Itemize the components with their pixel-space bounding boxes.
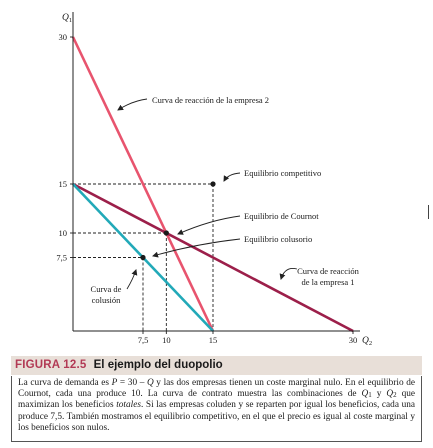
- caption-var-q1: Q: [361, 389, 369, 400]
- equilibrium-point-2: [140, 254, 146, 261]
- arrow-collusive-equilibrium: [152, 238, 241, 258]
- caption-text-4: y: [371, 389, 387, 400]
- x-tick-label: 15: [209, 335, 218, 345]
- equilibrium-point-0: [210, 181, 216, 187]
- figure-caption-header: FIGURA 12.5 El ejemplo del duopolio: [11, 356, 422, 375]
- x-axis-label-sub: 2: [369, 340, 372, 347]
- y-tick-label: 7,5: [56, 253, 67, 263]
- duopoly-chart: Q1 Q2 7,5 10 15 30 7,5 10 15 30 Curva de reacció…: [56, 12, 372, 347]
- arrow-reaction-firm2: [117, 98, 148, 111]
- y-tick-label: 30: [59, 32, 68, 42]
- arrow-collusion: [126, 269, 138, 290]
- x-tick-label: 10: [162, 335, 171, 345]
- reaction-curve-firm2: [71, 36, 215, 332]
- figure-number: FIGURA 12.5: [15, 359, 87, 371]
- caption-var-q: Q: [146, 378, 154, 388]
- annotation-cournot-equilibrium: Equilibrio de Cournot: [244, 211, 319, 221]
- x-tick-label: 30: [349, 335, 358, 345]
- annotation-reaction-firm1-line2: de la empresa 1: [301, 277, 354, 287]
- reaction-curve-firm1: [72, 182, 354, 333]
- x-tick-label: 7,5: [138, 335, 149, 345]
- caption-text-2: = 30 –: [117, 378, 147, 388]
- annotation-collusive-equilibrium: Equilibrio colusorio: [244, 234, 312, 244]
- arrow-competitive-equilibrium: [223, 172, 241, 182]
- caption-emphasis-totales: totales: [116, 400, 141, 411]
- arrow-reaction-firm1: [279, 268, 298, 280]
- annotation-reaction-firm1-line1: Curva de reacción: [297, 266, 360, 276]
- y-axis-label: Q1: [62, 13, 72, 24]
- caption-sub-1: 1: [368, 391, 372, 400]
- arrow-cournot-equilibrium: [177, 215, 241, 235]
- caption-sub-2: 2: [393, 391, 397, 400]
- caption-text-1: La curva de demanda es: [18, 378, 112, 388]
- y-tick-label: 15: [59, 179, 68, 189]
- caption-var-p: P: [111, 378, 118, 388]
- caption-var-q2: Q: [386, 389, 394, 400]
- figure-title: El ejemplo del duopolio: [93, 359, 223, 371]
- annotation-reaction-firm2: Curva de reacción de la empresa 2: [152, 95, 269, 105]
- annotation-collusion-line1: Curva de: [91, 284, 122, 294]
- page-edge-mark: [428, 205, 429, 219]
- annotation-collusion-line2: colusión: [92, 295, 122, 305]
- caption-text-5: que maximizan los beneficios: [18, 389, 415, 411]
- annotation-competitive-equilibrium: Equilibrio competitivo: [244, 168, 321, 178]
- y-tick-label: 10: [59, 228, 68, 238]
- figure-caption: La curva de demanda es P = 30 – Q y las …: [11, 376, 422, 442]
- caption-text-3: y las dos empresas tienen un coste margi…: [18, 378, 415, 400]
- equilibrium-point-1: [163, 230, 169, 236]
- x-axis-label: Q2: [362, 336, 372, 347]
- y-axis-label-sub: 1: [69, 17, 72, 24]
- caption-text-6: . Si las empresas coluden y se reparten …: [18, 400, 415, 433]
